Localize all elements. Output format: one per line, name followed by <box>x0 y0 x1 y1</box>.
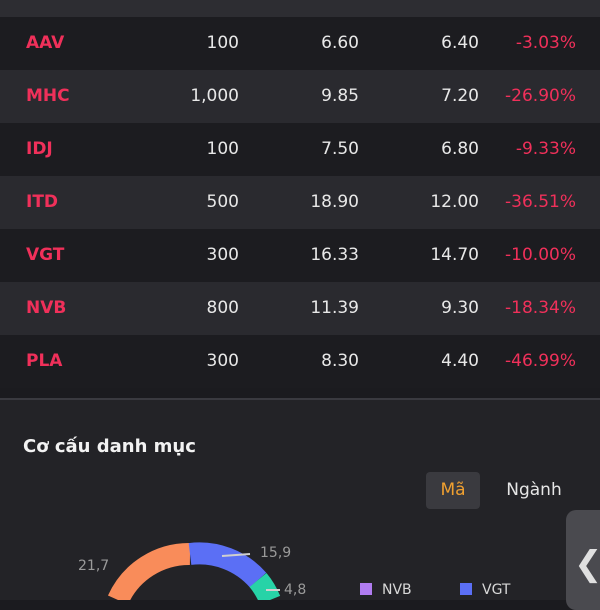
table-row[interactable]: AAV 100 6.60 6.40 -3.03% <box>0 17 600 70</box>
quantity: 300 <box>206 245 239 265</box>
legend-item-vgt[interactable]: VGT <box>460 582 510 598</box>
toggle-by-sector[interactable]: Ngành <box>506 480 562 500</box>
leader-line <box>221 553 251 557</box>
side-drawer-handle[interactable]: ❮ <box>566 510 600 610</box>
donut-slice-blue[interactable] <box>188 542 267 588</box>
cost-price: 6.60 <box>321 33 359 53</box>
cost-price: 11.39 <box>310 298 359 318</box>
stock-code[interactable]: MHC <box>26 86 70 106</box>
legend-label: NVB <box>382 582 412 598</box>
slice-label-blue: 15,9 <box>260 545 292 561</box>
cost-price: 16.33 <box>310 245 359 265</box>
stock-code[interactable]: VGT <box>26 245 65 265</box>
section-title: Cơ cấu danh mục <box>23 436 196 457</box>
stock-code[interactable]: IDJ <box>26 139 53 159</box>
stock-code[interactable]: PLA <box>26 351 63 371</box>
section-divider <box>0 398 600 400</box>
legend-item-nvb[interactable]: NVB <box>360 582 412 598</box>
pnl-percent: -36.51% <box>505 192 576 212</box>
legend-swatch <box>460 583 472 595</box>
market-price: 4.40 <box>441 351 479 371</box>
quantity: 100 <box>206 139 239 159</box>
holdings-table: AAV 100 6.60 6.40 -3.03% MHC 1,000 9.85 … <box>0 17 600 388</box>
market-price: 6.80 <box>441 139 479 159</box>
market-price: 12.00 <box>430 192 479 212</box>
slice-label-orange: 21,7 <box>78 558 110 574</box>
chevron-left-icon: ❮ <box>574 544 600 584</box>
market-price: 7.20 <box>441 86 479 106</box>
pnl-percent: -9.33% <box>515 139 576 159</box>
legend-label: VGT <box>482 582 511 598</box>
stock-code[interactable]: NVB <box>26 298 67 318</box>
cost-price: 18.90 <box>310 192 359 212</box>
table-row[interactable]: MHC 1,000 9.85 7.20 -26.90% <box>0 70 600 123</box>
quantity: 300 <box>206 351 239 371</box>
market-price: 14.70 <box>430 245 479 265</box>
quantity: 100 <box>206 33 239 53</box>
pnl-percent: -26.90% <box>505 86 576 106</box>
table-row[interactable]: PLA 300 8.30 4.40 -46.99% <box>0 335 600 388</box>
donut-slice-orange[interactable] <box>107 542 191 600</box>
pnl-percent: -46.99% <box>505 351 576 371</box>
top-strip <box>0 0 600 17</box>
table-row[interactable]: VGT 300 16.33 14.70 -10.00% <box>0 229 600 282</box>
table-row[interactable]: NVB 800 11.39 9.30 -18.34% <box>0 282 600 335</box>
pnl-percent: -3.03% <box>515 33 576 53</box>
stock-code[interactable]: ITD <box>26 192 59 212</box>
pnl-percent: -10.00% <box>505 245 576 265</box>
stock-code[interactable]: AAV <box>26 33 65 53</box>
market-price: 9.30 <box>441 298 479 318</box>
quantity: 1,000 <box>190 86 239 106</box>
pnl-percent: -18.34% <box>505 298 576 318</box>
cost-price: 8.30 <box>321 351 359 371</box>
portfolio-structure-card: Cơ cấu danh mục Mã Ngành 21,7 15,9 4,8 N… <box>0 400 600 600</box>
table-row[interactable]: ITD 500 18.90 12.00 -36.51% <box>0 176 600 229</box>
slice-label-teal: 4,8 <box>284 582 307 598</box>
market-price: 6.40 <box>441 33 479 53</box>
table-row[interactable]: IDJ 100 7.50 6.80 -9.33% <box>0 123 600 176</box>
quantity: 500 <box>206 192 239 212</box>
legend-swatch <box>360 583 372 595</box>
quantity: 800 <box>206 298 239 318</box>
toggle-by-code[interactable]: Mã <box>426 472 480 509</box>
cost-price: 9.85 <box>321 86 359 106</box>
cost-price: 7.50 <box>321 139 359 159</box>
